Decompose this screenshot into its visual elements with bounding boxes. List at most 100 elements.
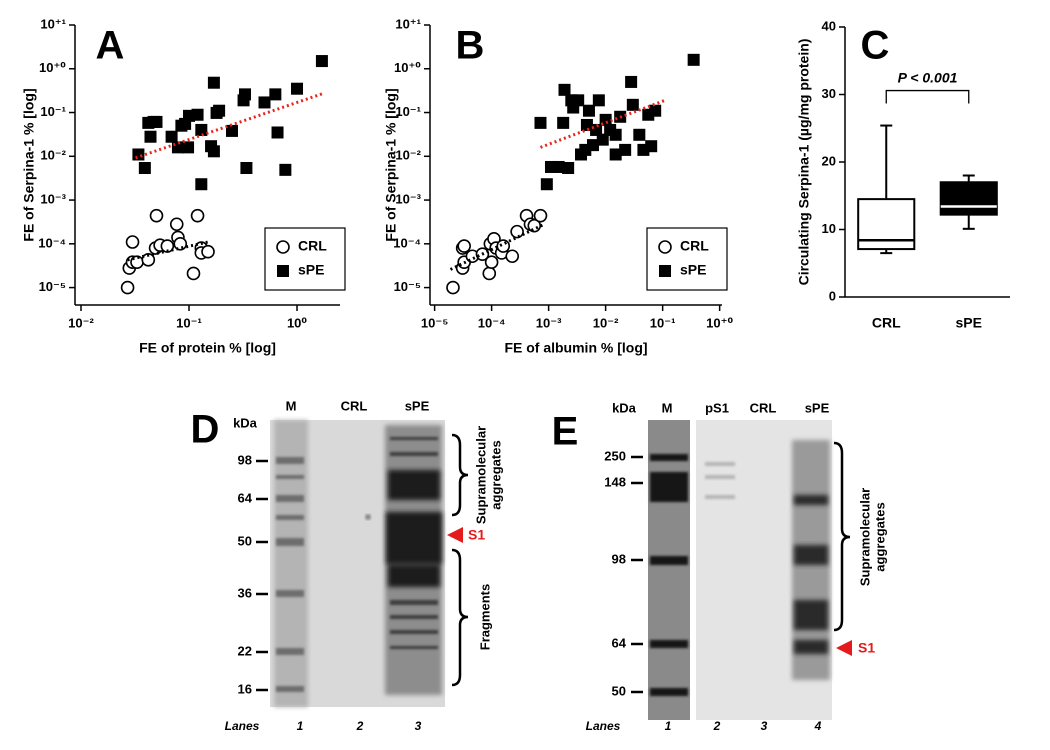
unit-label: kDa — [612, 400, 637, 415]
trend-line — [449, 223, 544, 271]
point — [457, 239, 471, 253]
x-axis-label: FE of protein % [log] — [139, 340, 276, 356]
x-tick-label: 10⁻¹ — [176, 315, 202, 330]
point — [552, 160, 565, 173]
y-tick-label: 10⁻³ — [395, 191, 421, 206]
legend-label: CRL — [680, 238, 709, 254]
point — [150, 115, 163, 128]
point — [207, 76, 220, 89]
y-tick-label: 10⁻¹ — [40, 104, 66, 119]
bracket-label: Supramolecular — [857, 488, 872, 586]
significance-bracket — [885, 89, 970, 104]
lane-number: 4 — [814, 719, 822, 733]
lane-label: CRL — [750, 400, 777, 415]
point — [582, 104, 595, 117]
point — [482, 266, 497, 281]
point — [279, 163, 292, 176]
point — [291, 82, 304, 95]
blot-image-e — [648, 420, 832, 720]
point — [534, 116, 547, 129]
y-tick-label: 10⁺¹ — [395, 16, 421, 31]
x-tick-label: 10⁻⁵ — [421, 315, 448, 330]
point — [165, 130, 178, 143]
point — [586, 139, 599, 152]
y-tick-label: 10⁻¹ — [395, 104, 421, 119]
point — [609, 148, 622, 161]
y-tick-label: 10⁻⁴ — [393, 235, 421, 250]
y-axis-label: FE of Serpina-1 % [log] — [21, 88, 37, 241]
point — [633, 128, 646, 141]
lane-number: 2 — [356, 719, 364, 733]
lane-label: M — [662, 400, 673, 415]
marker-label: 36 — [238, 585, 252, 600]
lane-label: sPE — [405, 398, 430, 413]
legend-label: sPE — [298, 262, 324, 278]
lane-label: M — [286, 398, 297, 413]
lanes-label: Lanes — [225, 719, 260, 733]
marker-label: 50 — [612, 683, 626, 698]
point — [120, 280, 135, 295]
legend-marker — [659, 265, 671, 277]
bracket-label: aggregates — [872, 502, 887, 571]
point — [195, 123, 208, 136]
box — [939, 181, 998, 216]
point — [446, 280, 460, 295]
lane-number: 1 — [297, 719, 304, 733]
point — [558, 83, 571, 96]
point — [496, 239, 511, 253]
y-tick-label: 10⁻² — [395, 148, 421, 163]
point — [132, 148, 145, 161]
point — [269, 88, 282, 101]
bracket — [451, 433, 469, 517]
marker-label: 16 — [238, 681, 252, 696]
x-tick-label: sPE — [956, 315, 982, 331]
y-tick-label: 0 — [829, 288, 836, 303]
marker-label: 64 — [238, 490, 253, 505]
marker-label: 64 — [612, 635, 627, 650]
point — [186, 266, 201, 281]
y-tick-label: 10 — [822, 221, 836, 236]
point — [626, 98, 639, 111]
marker-label: 98 — [238, 452, 252, 467]
x-tick-label: 10⁻⁴ — [478, 315, 506, 330]
point — [645, 140, 658, 153]
point — [169, 217, 184, 232]
blot-image-d — [270, 420, 445, 707]
trend-line — [135, 91, 326, 160]
panel-letter: A — [96, 24, 125, 68]
unit-label: kDa — [233, 415, 258, 430]
legend-box — [646, 227, 728, 291]
marker-label: 250 — [604, 448, 626, 463]
point — [239, 88, 252, 101]
marker-label: 148 — [604, 474, 626, 489]
panel-letter: B — [456, 24, 485, 68]
point — [271, 126, 284, 139]
y-tick-label: 10⁻⁵ — [39, 279, 66, 294]
point — [125, 235, 140, 249]
panel-letter: C — [861, 24, 890, 68]
y-axis-label: Circulating Serpina-1 (µg/mg protein) — [796, 39, 812, 286]
point — [213, 104, 226, 117]
trend-line — [539, 98, 666, 149]
lane-label: sPE — [805, 400, 830, 415]
point — [195, 178, 208, 191]
lane-label: pS1 — [705, 400, 729, 415]
point — [510, 224, 524, 239]
lane-number: 2 — [713, 719, 721, 733]
legend-marker — [277, 265, 289, 277]
point — [596, 133, 609, 146]
y-tick-label: 20 — [822, 153, 836, 168]
arrow-label: S1 — [468, 527, 485, 543]
x-tick-label: 10⁻² — [68, 315, 94, 330]
point — [562, 162, 575, 175]
point — [592, 94, 605, 107]
marker-label: 98 — [612, 551, 626, 566]
x-tick-label: 10⁻³ — [536, 315, 562, 330]
point — [533, 208, 548, 223]
point — [540, 178, 553, 191]
point — [201, 244, 215, 259]
point — [609, 128, 622, 141]
point — [649, 104, 662, 117]
trend-line — [127, 240, 209, 262]
point — [625, 75, 638, 88]
